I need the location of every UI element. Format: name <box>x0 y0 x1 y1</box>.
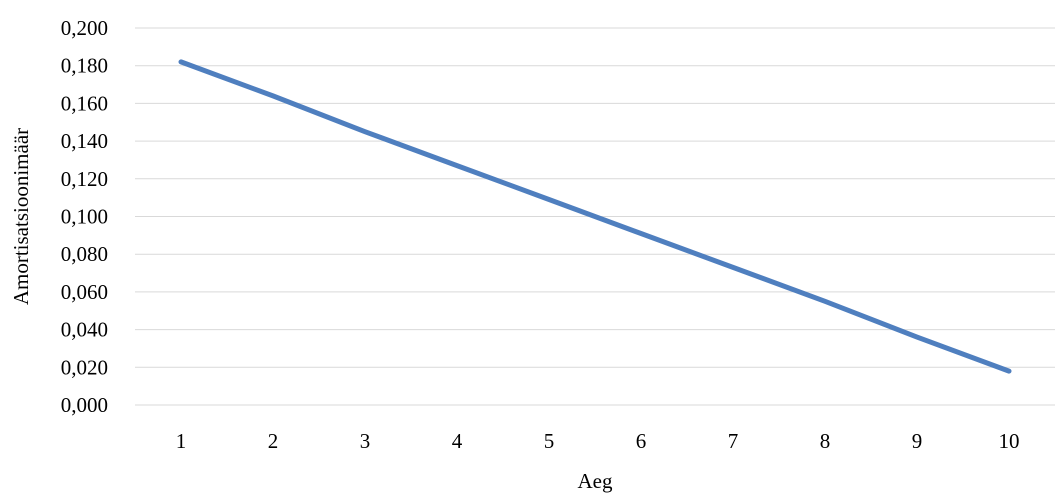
x-tick-label: 3 <box>360 429 371 453</box>
y-tick-label: 0,040 <box>61 318 108 342</box>
y-tick-label: 0,100 <box>61 205 108 229</box>
x-tick-label: 2 <box>268 429 279 453</box>
x-tick-label: 4 <box>452 429 463 453</box>
x-tick-label: 1 <box>176 429 187 453</box>
y-tick-label: 0,120 <box>61 167 108 191</box>
x-tick-label: 7 <box>728 429 739 453</box>
x-tick-label: 10 <box>999 429 1020 453</box>
y-axis-tick-labels: 0,000 0,020 0,040 0,060 0,080 0,100 0,120 0,140… <box>61 16 108 417</box>
x-tick-label: 5 <box>544 429 555 453</box>
y-tick-label: 0,000 <box>61 393 108 417</box>
y-tick-label: 0,200 <box>61 16 108 40</box>
x-tick-label: 6 <box>636 429 647 453</box>
series-layer <box>178 59 1012 374</box>
series-line <box>178 59 1012 374</box>
y-axis-title: Amortisatsioonimäär <box>9 128 33 305</box>
x-tick-label: 8 <box>820 429 831 453</box>
x-axis-title: Aeg <box>578 469 613 493</box>
y-tick-label: 0,140 <box>61 129 108 153</box>
y-tick-label: 0,160 <box>61 91 108 115</box>
x-tick-label: 9 <box>912 429 923 453</box>
y-tick-label: 0,080 <box>61 242 108 266</box>
y-tick-label: 0,180 <box>61 54 108 78</box>
y-tick-label: 0,020 <box>61 355 108 379</box>
y-tick-label: 0,060 <box>61 280 108 304</box>
x-axis-tick-labels: 1 2 3 4 5 6 7 8 9 10 <box>176 429 1020 453</box>
